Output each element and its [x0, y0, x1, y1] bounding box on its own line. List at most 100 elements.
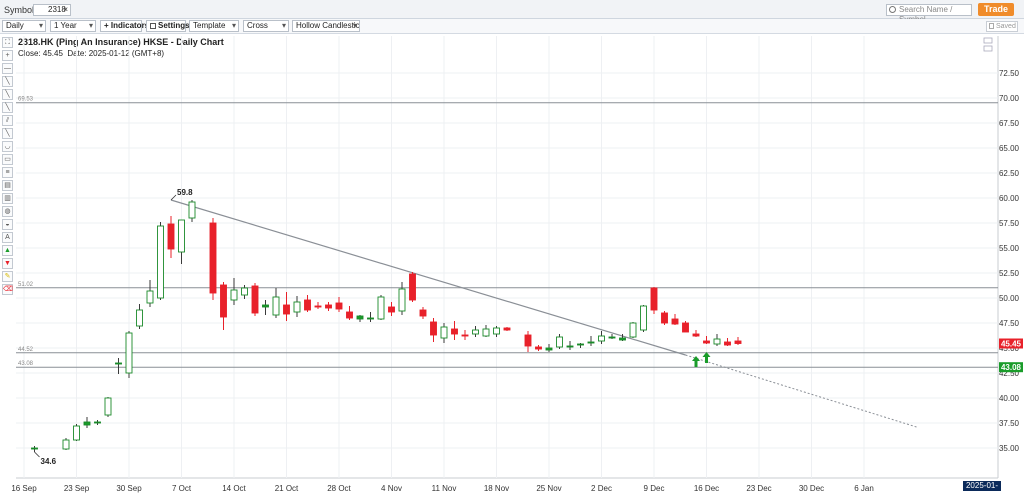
- candlestick: [178, 219, 185, 264]
- candlestick: [209, 218, 217, 300]
- candlestick: [451, 321, 458, 340]
- search-icon: [889, 6, 896, 13]
- candle-body: [535, 346, 542, 350]
- text-icon[interactable]: A: [2, 232, 13, 243]
- circle-icon[interactable]: ◍: [2, 206, 13, 217]
- candle-body: [83, 421, 91, 426]
- y-tick-label: 52.50: [999, 269, 1020, 278]
- candle-body: [115, 362, 122, 365]
- panel-icon[interactable]: [983, 37, 993, 44]
- symbol-clear-icon[interactable]: ×: [63, 5, 68, 14]
- candlestick: [598, 331, 605, 344]
- x-tick-label: 4 Nov: [381, 484, 402, 493]
- template-select[interactable]: Template: [189, 20, 239, 32]
- annotation-pointer: [34, 451, 40, 458]
- interval-select[interactable]: Daily: [2, 20, 46, 32]
- arrow-up-marker[interactable]: [702, 352, 711, 363]
- candlestick: [556, 334, 563, 349]
- x-tick-label: 30 Sep: [116, 484, 142, 493]
- candlestick: [713, 334, 721, 346]
- panel-icon-2[interactable]: [983, 45, 993, 52]
- drawing-toolbar: ⛶ + — ╲ ╲ ╲ ⫽ ╲ ◡ ▭ ≡ ▤ ▥ ◍ ◒ A ▲ ▼ ✎ ⌫: [2, 37, 14, 295]
- x-tick-label: 2 Dec: [591, 484, 612, 493]
- candlestick: [671, 314, 679, 325]
- y-tick-label: 40.00: [999, 394, 1020, 403]
- level-price-badge: 43.08: [1001, 363, 1022, 372]
- parallel-channel-icon[interactable]: ⫽: [2, 115, 13, 126]
- range-select[interactable]: 1 Year: [50, 20, 96, 32]
- interval-value: Daily: [6, 21, 24, 30]
- gann-icon[interactable]: ▥: [2, 193, 13, 204]
- candle-body: [251, 285, 259, 314]
- fibonacci-icon[interactable]: ≡: [2, 167, 13, 178]
- range-value: 1 Year: [54, 21, 77, 30]
- candlestick: [335, 297, 343, 312]
- x-tick-label: 9 Dec: [644, 484, 665, 493]
- eraser-icon[interactable]: ⌫: [2, 284, 13, 295]
- candle-body: [587, 341, 595, 344]
- candle-body: [398, 288, 406, 312]
- candlestick: [682, 321, 689, 333]
- candlestick: [104, 397, 112, 417]
- arrow-down-icon[interactable]: ▼: [2, 258, 13, 269]
- candle-body: [262, 304, 269, 308]
- candlestick: [304, 295, 311, 312]
- candle-body: [461, 334, 469, 337]
- candle-body: [661, 312, 668, 324]
- y-tick-label: 65.00: [999, 144, 1020, 153]
- candlestick: [640, 305, 647, 332]
- indicators-button[interactable]: + Indicators: [100, 20, 149, 32]
- candle-body: [188, 201, 196, 219]
- candlestick: [703, 336, 710, 344]
- x-tick-label: 6 Jan: [854, 484, 874, 493]
- arrow-up-marker[interactable]: [692, 356, 700, 367]
- candle-body: [209, 222, 217, 294]
- x-tick-label: 21 Oct: [275, 484, 299, 493]
- y-tick-label: 37.50: [999, 419, 1020, 428]
- y-tick-label: 50.00: [999, 294, 1020, 303]
- select-icon[interactable]: ⛶: [2, 37, 13, 48]
- candle-body: [283, 304, 290, 315]
- ray-icon[interactable]: ╲: [2, 89, 13, 100]
- candlestick: [146, 280, 154, 307]
- rectangle-icon[interactable]: ▭: [2, 154, 13, 165]
- saved-label: Saved: [996, 23, 1016, 30]
- trend-line-icon[interactable]: ╲: [2, 76, 13, 87]
- arrow-up-icon[interactable]: ▲: [2, 245, 13, 256]
- candle-body: [230, 289, 238, 301]
- crosshair-icon[interactable]: +: [2, 50, 13, 61]
- candle-body: [556, 336, 563, 348]
- fib-fan-icon[interactable]: ▤: [2, 180, 13, 191]
- trade-button[interactable]: Trade: [978, 3, 1014, 16]
- symbol-input[interactable]: 2318 ×: [33, 4, 71, 16]
- ellipse-icon[interactable]: ◒: [2, 219, 13, 230]
- candlestick: [661, 311, 668, 325]
- extended-line-icon[interactable]: ╲: [2, 102, 13, 113]
- last-price-badge: 45.45: [1001, 340, 1022, 349]
- x-tick-label: 18 Nov: [484, 484, 509, 493]
- trend-line[interactable]: [170, 199, 686, 356]
- candlestick: [220, 282, 227, 330]
- x-tick-label: 28 Oct: [327, 484, 351, 493]
- settings-button[interactable]: Settings: [146, 20, 190, 32]
- crosshair-select[interactable]: Cross: [243, 20, 289, 32]
- candle-body: [104, 397, 112, 416]
- highlighter-icon[interactable]: ✎: [2, 271, 13, 282]
- pitchfork-icon[interactable]: ╲: [2, 128, 13, 139]
- trend-line-extension[interactable]: [685, 354, 917, 428]
- saved-button[interactable]: Saved: [986, 21, 1018, 32]
- horizontal-line-icon[interactable]: —: [2, 63, 13, 74]
- y-tick-label: 60.00: [999, 194, 1020, 203]
- candlestick: [262, 300, 269, 315]
- arc-icon[interactable]: ◡: [2, 141, 13, 152]
- candle-body: [125, 332, 133, 374]
- candle-body: [304, 299, 311, 311]
- candle-body: [619, 337, 626, 341]
- candlestick: [314, 302, 322, 309]
- candle-body: [566, 345, 574, 348]
- candle-body: [671, 318, 679, 325]
- chart-type-select[interactable]: Hollow Candlestick: [292, 20, 360, 32]
- chart-close-info: Close: 45.45 Date: 2025-01-12 (GMT+8): [18, 49, 164, 58]
- candlestick: [73, 424, 80, 441]
